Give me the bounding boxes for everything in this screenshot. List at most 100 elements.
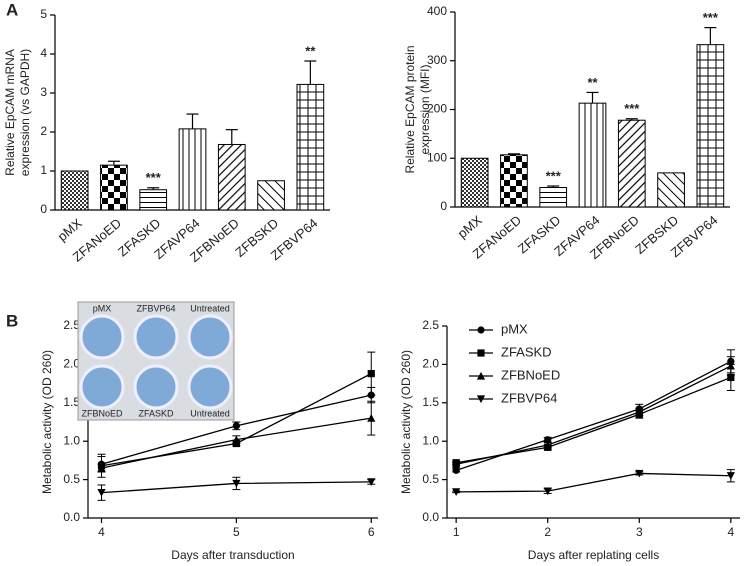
bar bbox=[296, 83, 325, 211]
series-line bbox=[455, 360, 732, 472]
y-tick-label: 1.5 bbox=[422, 395, 439, 409]
panel-label: A bbox=[6, 0, 18, 19]
y-axis-label: Relative EpCAM mRNA bbox=[3, 49, 17, 176]
significance: *** bbox=[546, 168, 562, 183]
y-axis-label: Metabolic activity (OD 260) bbox=[399, 350, 413, 494]
marker bbox=[97, 463, 106, 472]
marker bbox=[726, 472, 735, 480]
x-tick-label: 2 bbox=[544, 525, 551, 539]
well bbox=[133, 314, 179, 360]
y-tick-label: 1.0 bbox=[63, 433, 80, 447]
y-axis-label: Relative EpCAM protein bbox=[403, 45, 417, 173]
bar bbox=[139, 189, 168, 211]
marker bbox=[477, 349, 485, 357]
bar bbox=[539, 187, 568, 208]
y-tick-label: 2.5 bbox=[422, 318, 439, 332]
y-tick-label: 4 bbox=[40, 46, 47, 60]
y-tick-label: 1.0 bbox=[422, 433, 439, 447]
y-tick-label: 0.0 bbox=[63, 510, 80, 524]
y-axis-label: expression (vs GAPDH) bbox=[18, 49, 32, 176]
inset-label: Untreated bbox=[190, 303, 230, 313]
x-tick-label: 5 bbox=[233, 525, 240, 539]
y-axis-label: expression (MFI) bbox=[418, 64, 432, 154]
marker bbox=[452, 488, 461, 496]
x-tick-label: 6 bbox=[368, 525, 375, 539]
bar bbox=[460, 157, 489, 208]
legend-label: ZFBNoED bbox=[501, 367, 560, 382]
bar bbox=[257, 180, 285, 211]
marker bbox=[635, 407, 644, 416]
significance: *** bbox=[624, 101, 640, 116]
inset-label: Untreated bbox=[190, 408, 230, 418]
inset-label: pMX bbox=[93, 303, 112, 313]
bar bbox=[696, 44, 725, 208]
marker bbox=[232, 479, 241, 488]
y-tick-label: 1 bbox=[40, 163, 47, 177]
marker bbox=[452, 466, 460, 474]
y-tick-label: 400 bbox=[427, 4, 447, 18]
inset-photo: pMX ZFBVP64 Untreated ZFBNoED ZFASKD Untreate… bbox=[77, 301, 235, 421]
well bbox=[133, 364, 179, 410]
y-axis-label: Metabolic activity (OD 260) bbox=[40, 350, 54, 494]
x-axis-label: Days after replating cells bbox=[528, 548, 659, 562]
y-tick-label: 2 bbox=[40, 124, 47, 138]
significance: ** bbox=[587, 75, 598, 90]
y-tick-label: 0 bbox=[40, 202, 47, 216]
marker bbox=[476, 395, 486, 404]
well bbox=[79, 364, 125, 410]
x-tick-label: 4 bbox=[98, 525, 105, 539]
legend-label: pMX bbox=[501, 321, 528, 336]
x-tick-label: 3 bbox=[636, 525, 643, 539]
well bbox=[187, 314, 233, 360]
marker bbox=[232, 435, 241, 444]
y-tick-label: 1.5 bbox=[63, 395, 80, 409]
legend-label: ZFBVP64 bbox=[501, 390, 557, 405]
panel-label: B bbox=[6, 311, 18, 330]
marker bbox=[477, 326, 485, 334]
marker bbox=[367, 414, 376, 422]
marker bbox=[544, 436, 552, 444]
y-tick-label: 0 bbox=[440, 199, 447, 213]
significance: *** bbox=[703, 10, 719, 25]
y-tick-label: 300 bbox=[427, 53, 447, 67]
bar bbox=[217, 143, 246, 211]
x-tick-label: 4 bbox=[728, 525, 735, 539]
x-axis-label: Days after transduction bbox=[171, 548, 294, 562]
y-tick-label: 0.0 bbox=[422, 510, 439, 524]
inset-label: ZFBNoED bbox=[81, 408, 123, 418]
y-tick-label: 2.0 bbox=[422, 357, 439, 371]
well bbox=[187, 364, 233, 410]
y-tick-label: 5 bbox=[40, 7, 47, 21]
marker bbox=[367, 370, 375, 378]
marker bbox=[727, 373, 735, 382]
series-line bbox=[456, 472, 731, 493]
x-tick-label: pMX bbox=[455, 212, 485, 241]
bar bbox=[657, 172, 685, 208]
marker bbox=[543, 440, 552, 449]
marker bbox=[543, 487, 552, 496]
inset-label: ZFBVP64 bbox=[136, 303, 175, 313]
inset-label: ZFASKD bbox=[138, 408, 174, 418]
y-tick-label: 2.5 bbox=[63, 318, 80, 332]
bar bbox=[500, 154, 528, 208]
y-tick-label: 0.5 bbox=[422, 472, 439, 486]
bar bbox=[578, 102, 607, 208]
marker bbox=[452, 460, 461, 468]
marker bbox=[635, 469, 644, 478]
series-line bbox=[456, 365, 732, 465]
y-tick-label: 0.5 bbox=[63, 472, 80, 486]
x-tick-label: pMX bbox=[55, 215, 85, 244]
bar bbox=[617, 119, 646, 208]
x-tick-label: 1 bbox=[453, 525, 460, 539]
marker bbox=[97, 489, 106, 497]
marker bbox=[367, 478, 376, 487]
marker bbox=[726, 361, 735, 370]
significance: ** bbox=[305, 43, 316, 58]
series-line bbox=[456, 376, 732, 464]
significance: *** bbox=[146, 170, 162, 185]
y-tick-label: 200 bbox=[427, 102, 447, 116]
bar bbox=[60, 170, 89, 211]
y-tick-label: 100 bbox=[427, 150, 447, 164]
well bbox=[79, 314, 125, 360]
